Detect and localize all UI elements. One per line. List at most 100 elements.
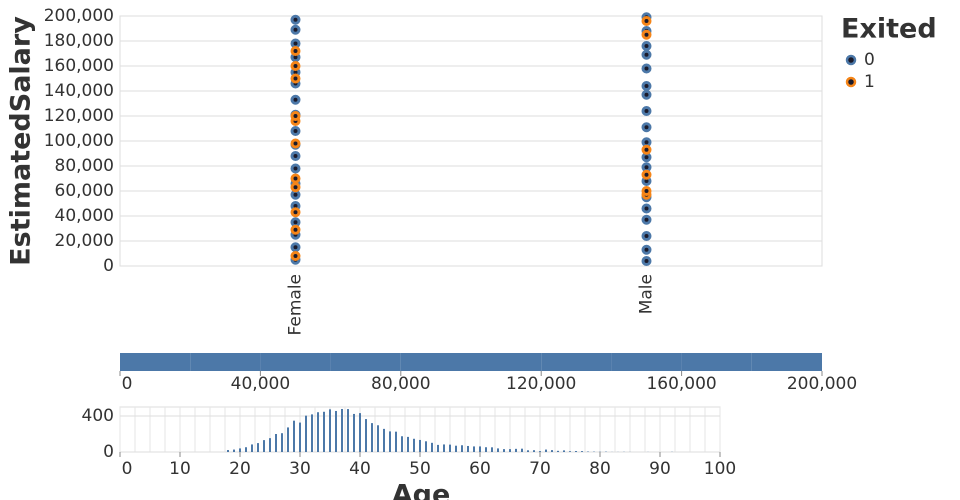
y-tick-label: 160,000 — [44, 56, 114, 76]
point — [641, 244, 652, 255]
x-tick-label: 100 — [704, 459, 736, 479]
bar — [400, 353, 471, 371]
bar — [353, 413, 355, 452]
bar — [581, 451, 583, 452]
legend-symbol — [845, 54, 857, 66]
x-tick-label: 30 — [289, 459, 311, 479]
bar — [461, 445, 463, 452]
point — [641, 214, 652, 225]
point — [290, 46, 301, 56]
bar — [473, 446, 475, 452]
bar — [521, 448, 523, 452]
point — [641, 16, 652, 26]
x-tick-label: 0 — [122, 459, 133, 479]
bar — [681, 353, 752, 371]
y-tick-label: 40,000 — [55, 206, 114, 226]
bar — [329, 409, 331, 452]
point — [290, 151, 301, 161]
bar — [281, 433, 283, 452]
point — [641, 203, 652, 214]
legend-symbol — [845, 76, 857, 88]
point — [290, 126, 301, 136]
point — [641, 144, 652, 155]
point — [641, 152, 652, 163]
bar — [527, 450, 529, 452]
bar — [239, 448, 241, 452]
y-tick-label: 80,000 — [55, 156, 114, 176]
x-tick-label: Female — [286, 274, 306, 335]
x-tick-label: 80,000 — [371, 374, 430, 394]
bar — [491, 447, 493, 452]
x-tick-label: 60 — [469, 459, 491, 479]
bar — [359, 413, 361, 452]
bar — [485, 447, 487, 452]
bar — [419, 439, 421, 452]
x-tick-label: 70 — [529, 459, 551, 479]
bar — [563, 450, 565, 452]
bar — [401, 436, 403, 452]
point — [290, 182, 301, 193]
bar — [269, 438, 271, 452]
point — [290, 61, 301, 71]
bar — [287, 427, 289, 452]
x-tick-label: 10 — [169, 459, 191, 479]
bar — [383, 428, 385, 452]
point — [290, 224, 301, 235]
bar — [311, 414, 313, 452]
point — [290, 94, 301, 105]
bar — [497, 448, 499, 452]
point — [641, 29, 652, 40]
point — [641, 137, 652, 148]
legend-label: 0 — [864, 50, 875, 70]
point — [290, 163, 301, 174]
bar — [260, 353, 331, 371]
bar — [515, 448, 517, 452]
point — [641, 256, 652, 266]
bar — [407, 436, 409, 452]
point — [290, 207, 301, 218]
legend-title: Exited — [841, 14, 937, 45]
bar — [377, 425, 379, 452]
bar — [551, 450, 553, 452]
bar — [275, 434, 277, 452]
x-axis-title: Age — [392, 480, 451, 500]
y-tick-label: 120,000 — [44, 106, 114, 126]
point — [641, 81, 652, 91]
x-tick-label: 40 — [349, 459, 371, 479]
bar — [371, 423, 373, 452]
x-tick-label: 50 — [409, 459, 431, 479]
bar — [263, 440, 265, 452]
point — [290, 38, 301, 49]
point — [290, 242, 301, 253]
bar — [233, 449, 235, 452]
point — [641, 122, 652, 133]
bar — [575, 451, 577, 452]
x-tick-label: Male — [637, 274, 657, 314]
y-tick-label: 0 — [103, 442, 114, 462]
point — [290, 138, 301, 149]
point — [641, 49, 652, 60]
x-tick-label: 40,000 — [231, 374, 290, 394]
point — [290, 24, 301, 35]
y-tick-label: 140,000 — [44, 81, 114, 101]
bar — [323, 411, 325, 452]
point — [641, 169, 652, 180]
bar — [557, 450, 559, 452]
bar — [251, 444, 253, 452]
bar — [471, 353, 542, 371]
bar — [751, 353, 822, 371]
y-tick-label: 180,000 — [44, 31, 114, 51]
bar — [330, 353, 401, 371]
bar — [257, 443, 259, 452]
bar — [245, 447, 247, 452]
bar — [305, 415, 307, 452]
point — [290, 251, 301, 261]
bar — [443, 444, 445, 452]
bar — [389, 431, 391, 452]
bar — [365, 419, 367, 452]
x-tick-label: 80 — [589, 459, 611, 479]
point — [290, 189, 301, 200]
bar — [545, 449, 547, 452]
bar — [317, 412, 319, 452]
